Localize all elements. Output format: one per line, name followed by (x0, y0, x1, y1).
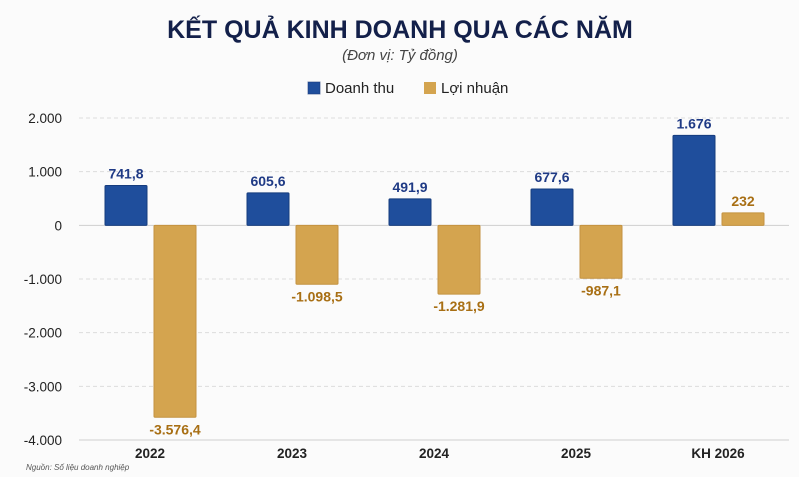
legend-label-0: Doanh thu (325, 80, 394, 97)
bar-revenue (104, 185, 148, 226)
y-tick-label: -1.000 (24, 272, 62, 287)
bar-profit (721, 212, 765, 226)
bar-profit (295, 224, 339, 285)
y-tick-label: -3.000 (24, 379, 62, 394)
legend-label-1: Lợi nhuận (441, 80, 508, 97)
data-label: 232 (731, 193, 755, 209)
x-tick-label: 2024 (419, 446, 450, 461)
gridlines: 2.000 1.000 0 -1.000 -2.000 -3.000 -4.000 (24, 111, 789, 448)
data-label: 677,6 (534, 169, 569, 185)
y-tick-label: -4.000 (24, 433, 62, 448)
data-label: -1.281,9 (433, 298, 485, 314)
bar-profit (437, 224, 481, 295)
bar-revenue (530, 188, 574, 226)
y-tick-label: -2.000 (24, 326, 62, 341)
data-label: -1.098,5 (291, 288, 343, 304)
data-label: -987,1 (581, 282, 621, 298)
bar-profit (153, 224, 197, 418)
bars: 741,8 -3.576,4 2022 605,6 -1.098,5 2023 491,9 -… (104, 115, 765, 461)
data-label: 741,8 (108, 166, 143, 182)
legend-swatch-0 (307, 81, 321, 95)
source-note: Nguồn: Số liệu doanh nghiệp (26, 463, 130, 472)
bar-revenue (388, 198, 432, 226)
x-tick-label: 2023 (277, 446, 308, 461)
chart-subtitle: (Đơn vị: Tỷ đồng) (342, 47, 458, 64)
bar-revenue (672, 134, 716, 226)
y-tick-label: 2.000 (28, 111, 62, 126)
legend-swatch-1 (424, 82, 436, 94)
chart-title: KẾT QUẢ KINH DOANH QUA CÁC NĂM (167, 14, 633, 44)
y-tick-label: 1.000 (28, 165, 62, 180)
y-tick-label: 0 (54, 218, 62, 233)
x-tick-label: 2025 (561, 446, 592, 461)
x-tick-label: 2022 (135, 446, 165, 461)
legend: Doanh thu Lợi nhuận (307, 80, 508, 97)
data-label: -3.576,4 (149, 421, 201, 437)
data-label: 605,6 (250, 173, 285, 189)
data-label: 1.676 (676, 115, 711, 131)
bar-profit (579, 224, 623, 279)
bar-revenue (246, 192, 290, 226)
data-label: 491,9 (392, 179, 427, 195)
x-tick-label: KH 2026 (691, 446, 745, 461)
